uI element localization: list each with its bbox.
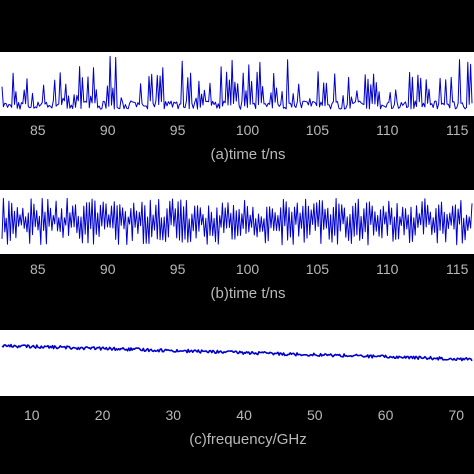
x-tick-label-b: 110 bbox=[376, 261, 399, 277]
x-tick-label-a: 110 bbox=[376, 122, 399, 138]
x-tick-label-c: 50 bbox=[307, 407, 323, 423]
x-tick-label-c: 70 bbox=[449, 407, 465, 423]
series-line-b bbox=[1, 197, 473, 246]
x-tick-label-c: 10 bbox=[24, 407, 40, 423]
x-tick-label-c: 60 bbox=[378, 407, 394, 423]
series-line-c bbox=[1, 343, 473, 362]
x-tick-label-c: 20 bbox=[95, 407, 111, 423]
x-tick-label-b: 90 bbox=[100, 261, 116, 277]
x-tick-label-a: 115 bbox=[446, 122, 469, 138]
x-tick-label-b: 115 bbox=[446, 261, 469, 277]
x-tick-label-a: 90 bbox=[100, 122, 116, 138]
series-line-a bbox=[1, 55, 473, 110]
x-tick-label-c: 40 bbox=[236, 407, 252, 423]
x-axis-title-a: (a)time t/ns bbox=[210, 146, 285, 163]
x-tick-label-b: 95 bbox=[170, 261, 186, 277]
x-tick-label-a: 105 bbox=[306, 122, 330, 138]
x-tick-label-b: 100 bbox=[236, 261, 260, 277]
x-tick-label-a: 95 bbox=[170, 122, 186, 138]
panel-c: 10 20 30 40 50 60 70 (c)frequency/GHz bbox=[0, 330, 474, 448]
plot-area-c bbox=[0, 330, 474, 396]
x-tick-label-c: 30 bbox=[166, 407, 182, 423]
x-tick-label-b: 85 bbox=[30, 261, 46, 277]
panel-b: 85 90 95 100 105 110 115 (b)time t/ns bbox=[0, 190, 474, 302]
x-tick-label-a: 85 bbox=[30, 122, 46, 138]
panel-a: 85 90 95 100 105 110 115 (a)time t/ns bbox=[0, 52, 474, 163]
x-axis-title-c: (c)frequency/GHz bbox=[189, 431, 307, 448]
x-tick-label-a: 100 bbox=[236, 122, 260, 138]
x-tick-label-b: 105 bbox=[306, 261, 330, 277]
x-axis-title-b: (b)time t/ns bbox=[210, 285, 285, 302]
